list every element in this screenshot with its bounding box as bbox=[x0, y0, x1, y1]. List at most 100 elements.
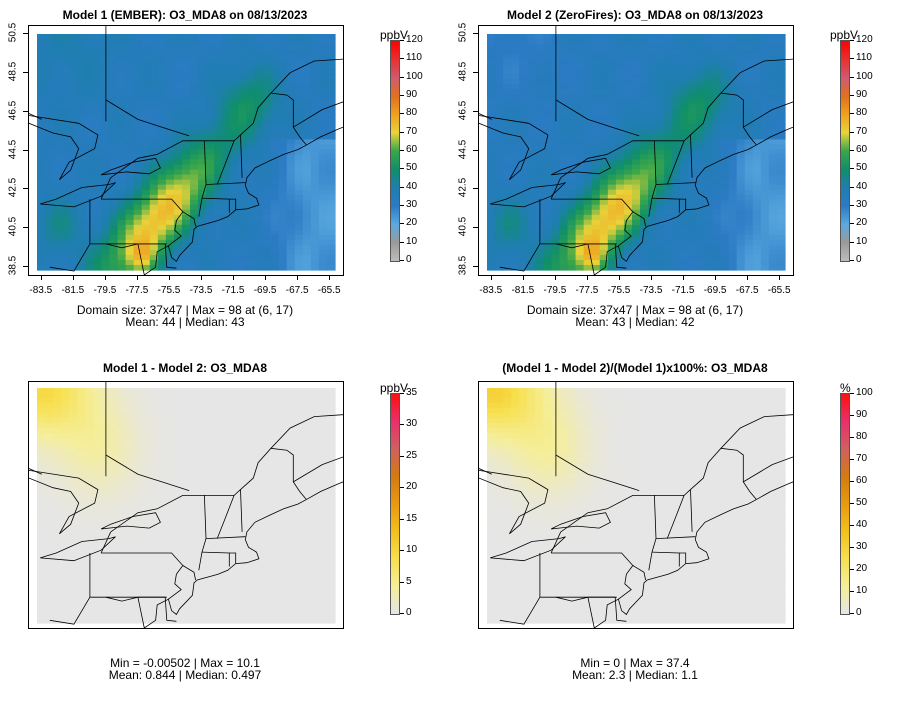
colorbar-tick-mark bbox=[850, 205, 854, 206]
grid-cell bbox=[278, 443, 288, 449]
grid-cell bbox=[85, 99, 94, 105]
grid-cell bbox=[254, 229, 264, 236]
grid-cell bbox=[704, 174, 714, 181]
grid-cell bbox=[77, 239, 86, 246]
grid-cell bbox=[214, 538, 223, 544]
grid-cell bbox=[238, 204, 247, 211]
grid-cell bbox=[511, 104, 520, 110]
grid-cell bbox=[535, 69, 544, 75]
grid-cell bbox=[254, 119, 264, 125]
grid-cell bbox=[141, 209, 151, 216]
grid-cell bbox=[157, 214, 167, 221]
grid-cell bbox=[599, 149, 609, 156]
grid-cell bbox=[591, 64, 601, 70]
grid-cell bbox=[133, 264, 143, 271]
grid-cell bbox=[326, 84, 336, 90]
grid-cell bbox=[664, 174, 673, 181]
grid-cell bbox=[270, 249, 280, 256]
grid-cell bbox=[61, 69, 70, 75]
grid-cell bbox=[238, 473, 247, 479]
grid-cell bbox=[85, 478, 94, 484]
grid-cell bbox=[519, 164, 528, 171]
grid-cell bbox=[157, 179, 167, 186]
grid-cell bbox=[190, 184, 199, 191]
grid-cell bbox=[318, 418, 328, 424]
grid-cell bbox=[752, 154, 762, 161]
grid-cell bbox=[736, 224, 746, 231]
grid-cell bbox=[77, 69, 86, 75]
grid-cell bbox=[503, 129, 512, 136]
grid-cell bbox=[519, 204, 528, 211]
grid-cell bbox=[254, 34, 264, 40]
colorbar-tick-mark bbox=[400, 260, 404, 261]
grid-cell bbox=[190, 528, 199, 534]
grid-cell bbox=[190, 239, 199, 246]
grid-cell bbox=[326, 518, 336, 524]
grid-cell bbox=[640, 124, 649, 130]
grid-cell bbox=[93, 408, 103, 414]
grid-cell bbox=[318, 109, 328, 115]
grid-cell bbox=[37, 493, 46, 499]
grid-cell bbox=[599, 259, 609, 266]
grid-cell bbox=[688, 94, 697, 100]
grid-cell bbox=[310, 214, 320, 221]
grid-cell bbox=[125, 39, 135, 45]
grid-cell bbox=[133, 174, 143, 181]
grid-cell bbox=[543, 39, 553, 45]
grid-cell bbox=[736, 229, 746, 236]
grid-cell bbox=[230, 558, 239, 564]
x-tick-label: -67.5 bbox=[285, 285, 309, 296]
grid-cell bbox=[310, 254, 320, 261]
grid-cell bbox=[527, 219, 536, 226]
grid-cell bbox=[125, 194, 135, 201]
lake-outline bbox=[100, 157, 161, 176]
grid-cell bbox=[198, 229, 207, 236]
grid-cell bbox=[214, 214, 223, 221]
grid-cell bbox=[190, 249, 199, 256]
grid-cell bbox=[69, 94, 78, 100]
grid-cell bbox=[238, 219, 247, 226]
grid-cell bbox=[141, 64, 151, 70]
grid-cell bbox=[206, 503, 215, 509]
grid-cell bbox=[45, 538, 54, 544]
grid-cell bbox=[591, 189, 601, 196]
grid-cell bbox=[222, 74, 231, 80]
grid-cell bbox=[487, 79, 496, 85]
grid-cell bbox=[206, 179, 215, 186]
grid-cell bbox=[583, 34, 593, 40]
grid-cell bbox=[503, 134, 512, 141]
grid-cell bbox=[85, 523, 94, 529]
grid-cell bbox=[173, 49, 183, 55]
grid-cell bbox=[640, 229, 649, 236]
grid-cell bbox=[69, 164, 78, 171]
grid-cell bbox=[238, 254, 247, 261]
grid-cell bbox=[318, 114, 328, 120]
grid-cell bbox=[704, 59, 714, 65]
grid-cell bbox=[503, 84, 512, 90]
y-tick-mark bbox=[23, 149, 28, 151]
grid-cell bbox=[656, 164, 665, 171]
grid-cell bbox=[262, 89, 272, 95]
grid-cell bbox=[246, 234, 256, 241]
grid-cell bbox=[591, 214, 601, 221]
grid-cell bbox=[310, 74, 320, 80]
grid-cell bbox=[262, 493, 272, 499]
grid-cell bbox=[310, 79, 320, 85]
grid-cell bbox=[648, 159, 657, 166]
grid-cell bbox=[198, 74, 207, 80]
grid-cell bbox=[672, 254, 681, 261]
grid-cell bbox=[631, 184, 641, 191]
grid-cell bbox=[101, 134, 111, 141]
grid-cell bbox=[640, 139, 649, 146]
grid-cell bbox=[318, 448, 328, 454]
grid-cell bbox=[631, 189, 641, 196]
grid-cell bbox=[206, 533, 215, 539]
grid-cell bbox=[270, 79, 280, 85]
grid-cell bbox=[101, 249, 111, 256]
grid-cell bbox=[117, 438, 127, 444]
grid-cell bbox=[214, 64, 223, 70]
grid-cell bbox=[768, 159, 778, 166]
grid-cell bbox=[133, 49, 143, 55]
grid-cell bbox=[495, 254, 504, 261]
grid-cell bbox=[519, 54, 528, 60]
